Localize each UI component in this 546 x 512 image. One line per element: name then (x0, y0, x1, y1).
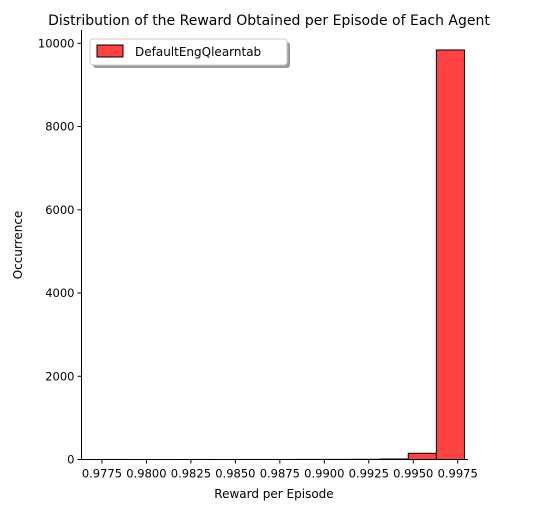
x-tick-label: 0.9975 (438, 467, 478, 481)
x-tick-label: 0.9925 (349, 467, 389, 481)
x-tick-label: 0.9875 (260, 467, 300, 481)
y-axis-label: Occurrence (11, 211, 25, 280)
x-tick-label: 0.9950 (393, 467, 433, 481)
x-tick-label: 0.9825 (171, 467, 211, 481)
y-tick-label: 10000 (38, 36, 75, 50)
chart-title: Distribution of the Reward Obtained per … (48, 13, 490, 29)
x-tick-label: 0.9775 (82, 467, 122, 481)
x-tick-label: 0.9900 (304, 467, 344, 481)
y-tick-label: 0 (67, 453, 74, 467)
legend-swatch (96, 44, 124, 58)
x-axis-label: Reward per Episode (214, 487, 333, 501)
y-tick-label: 4000 (45, 286, 74, 300)
x-tick-label: 0.9800 (126, 467, 166, 481)
bars-group (98, 49, 465, 461)
legend-label: DefaultEngQlearntab (135, 45, 261, 59)
histogram-bar (407, 452, 437, 460)
y-tick-label: 6000 (45, 203, 74, 217)
x-tick-label: 0.9850 (215, 467, 255, 481)
legend: DefaultEngQlearntab (89, 38, 290, 68)
y-tick-label: 2000 (45, 369, 74, 383)
x-axis-ticks: 0.9775 0.9800 0.9825 0.9850 0.9875 0.9900 0.99… (82, 459, 478, 481)
y-axis-ticks: 0 2000 4000 6000 8000 10000 (38, 36, 82, 467)
histogram-bar (435, 49, 465, 460)
legend-box (89, 38, 288, 66)
y-tick-label: 8000 (45, 120, 74, 134)
